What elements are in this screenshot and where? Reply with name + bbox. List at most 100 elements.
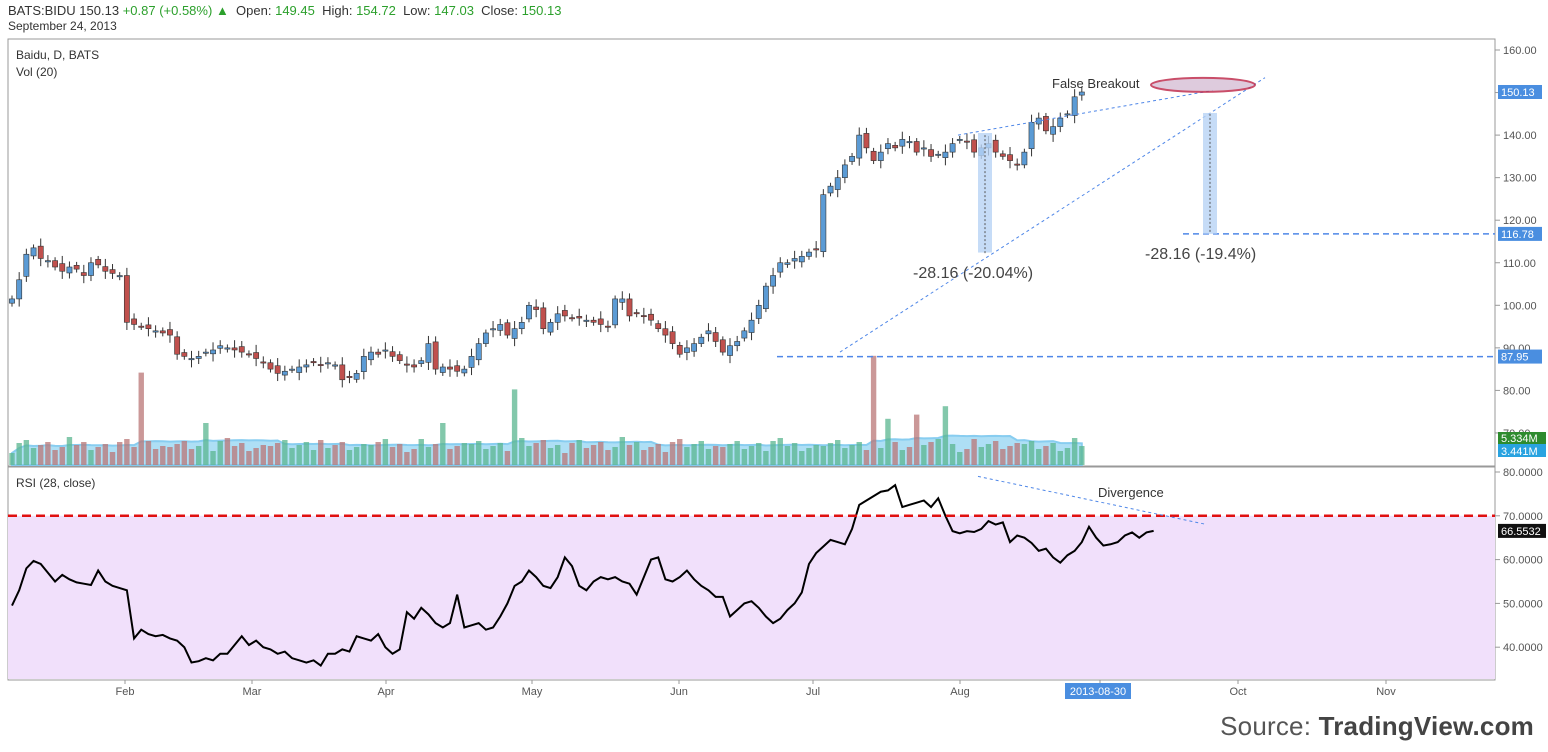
- volume-bar: [59, 447, 65, 465]
- candle-body: [583, 319, 590, 322]
- candle-body: [1043, 116, 1049, 132]
- candle-body: [913, 141, 920, 153]
- volume-bar: [770, 441, 776, 465]
- candle-body: [590, 319, 597, 323]
- candle-body: [971, 139, 978, 153]
- volume-bar: [583, 448, 590, 465]
- volume-bar: [892, 442, 898, 465]
- candle-body: [95, 259, 102, 266]
- candle-body: [597, 318, 604, 325]
- candle-body: [1021, 151, 1028, 166]
- wedge-lower-line: [839, 77, 1266, 353]
- candle-body: [310, 361, 317, 364]
- volume-badge-1-label: 5.334M: [1501, 433, 1538, 445]
- volume-bar: [734, 441, 740, 465]
- volume-bar: [389, 447, 396, 465]
- candle-body: [899, 139, 906, 147]
- volume-bar: [1021, 444, 1028, 465]
- candle-body: [791, 258, 798, 262]
- volume-bar: [1050, 443, 1056, 465]
- volume-bar: [16, 443, 22, 465]
- symbol: BATS:BIDU: [8, 3, 76, 18]
- volume-bar: [1014, 443, 1020, 465]
- volume-bar: [361, 444, 367, 465]
- volume-bar: [246, 451, 252, 465]
- volume-bar: [346, 450, 353, 465]
- candle-body: [418, 360, 425, 364]
- candle-body: [964, 140, 970, 143]
- candle-body: [181, 352, 188, 357]
- volume-bar: [138, 372, 144, 465]
- volume-bar: [748, 446, 755, 465]
- volume-bar: [727, 444, 733, 465]
- volume-bar: [813, 445, 819, 465]
- source-credit: Source: TradingView.com: [1220, 711, 1534, 742]
- volume-bar: [799, 451, 805, 465]
- candle-body: [317, 364, 324, 366]
- volume-bar: [921, 445, 927, 465]
- volume-bar: [152, 449, 159, 465]
- volume-bar: [483, 449, 489, 465]
- volume-bar: [712, 446, 719, 465]
- volume-title: Vol (20): [16, 65, 57, 79]
- volume-bar: [835, 440, 841, 465]
- volume-bar: [519, 438, 525, 465]
- candle-body: [360, 356, 367, 372]
- price-tick-label: 130.00: [1503, 173, 1537, 185]
- measured-move-2-box: [1203, 112, 1217, 234]
- volume-bar: [81, 442, 87, 465]
- volume-bar: [928, 442, 934, 465]
- price-badge-label: 150.13: [1501, 87, 1535, 99]
- volume-bar: [741, 449, 748, 465]
- volume-bar: [1071, 438, 1078, 465]
- candle-body: [1014, 163, 1021, 166]
- candle-body: [748, 319, 755, 333]
- candle-body: [439, 366, 446, 373]
- candle-body: [260, 361, 267, 364]
- x-tick-label: May: [522, 686, 543, 698]
- candle-body: [1057, 117, 1064, 127]
- volume-bar: [720, 447, 726, 465]
- x-tick-label: Aug: [950, 686, 970, 698]
- volume-bar: [231, 446, 238, 465]
- candle-body: [253, 352, 260, 359]
- close-label: Close:: [481, 3, 519, 18]
- rsi-tick-label: 40.0000: [1503, 642, 1543, 654]
- open-label: Open:: [236, 3, 272, 18]
- candle-body: [798, 256, 805, 263]
- candle-body: [1071, 96, 1078, 116]
- x-tick-label: Jul: [806, 686, 820, 698]
- volume-badge-2: [1498, 444, 1546, 457]
- volume-bar: [612, 447, 618, 465]
- candle-body: [238, 346, 245, 353]
- volume-bar: [906, 447, 913, 465]
- rsi-last-label: 66.5532: [1501, 526, 1541, 538]
- volume-bar: [756, 443, 762, 465]
- candle-body: [210, 349, 216, 355]
- volume-bar: [913, 414, 920, 465]
- volume-bar: [820, 446, 827, 465]
- rsi-background: [8, 515, 1495, 679]
- volume-bar: [511, 389, 518, 465]
- volume-bar: [662, 452, 669, 465]
- x-tick-label: Mar: [243, 686, 262, 698]
- candle-body: [612, 298, 619, 326]
- candle-body: [332, 364, 338, 367]
- volume-bar: [411, 449, 417, 465]
- x-tick-label: Apr: [377, 686, 394, 698]
- volume-bar: [267, 446, 274, 465]
- volume-bar: [253, 448, 259, 465]
- candle-body: [159, 330, 166, 334]
- candle-body: [389, 351, 396, 357]
- volume-bar: [641, 450, 647, 465]
- price-tick-label: 160.00: [1503, 45, 1537, 57]
- candle-body: [66, 266, 73, 274]
- candle-body: [447, 366, 453, 370]
- volume-bar: [985, 444, 992, 465]
- candle-body: [411, 364, 417, 368]
- volume-bar: [885, 418, 891, 465]
- candle-body: [727, 345, 733, 356]
- volume-bar: [174, 444, 180, 465]
- volume-bar: [145, 441, 152, 465]
